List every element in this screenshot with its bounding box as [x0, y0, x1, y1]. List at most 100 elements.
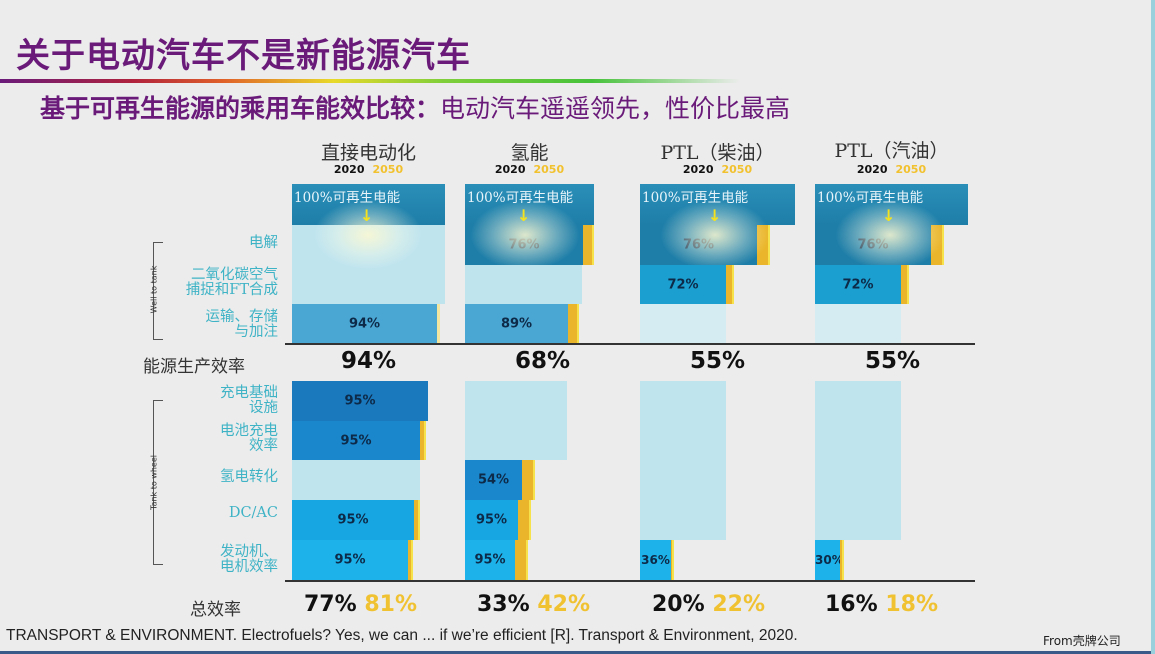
bar-c1-charging-infra: 95%	[292, 381, 428, 421]
bar-value: 72%	[667, 277, 699, 292]
row-label-engine-motor: 发动机、 电机效率	[160, 545, 278, 575]
tank-to-wheel-label: Tank to wheel	[149, 455, 159, 510]
well-to-tank-bracket	[153, 242, 163, 340]
bar-value: 94%	[348, 316, 381, 331]
bar-value: 76%	[857, 237, 889, 253]
row-label-line: 捕捉和FT合成	[185, 282, 278, 298]
row-label-charging-infrastructure: 充电基础 设施	[160, 386, 278, 416]
well-to-tank-label: Well to tank	[149, 265, 159, 314]
bar-2050-increment	[568, 304, 579, 343]
legend-2020: 2020	[494, 163, 526, 176]
bar-c2-synthesis-na	[465, 265, 582, 304]
row-label-line: 电池充电	[220, 423, 278, 439]
bar-c2-transport: 89%	[465, 304, 568, 343]
column-header-hydrogen: 氢能	[510, 142, 549, 164]
bar-c1-fuel-cell-na	[292, 460, 420, 500]
row-label-line: 电机效率	[220, 559, 278, 575]
window-bottom-edge	[0, 651, 1155, 654]
bar-c3-electrolysis: 76%	[640, 225, 757, 265]
bar-c2-engine: 95%	[465, 540, 515, 580]
row-label-dc-ac: DC/AC	[228, 505, 278, 521]
row-label-electrolysis: 电解	[249, 235, 278, 251]
bar-value: 36%	[641, 553, 670, 567]
bar-c3-ttw-na	[640, 381, 726, 540]
bar-2050-increment	[757, 225, 770, 265]
bar-c1-transport: 94%	[292, 304, 437, 343]
bar-c1-engine: 95%	[292, 540, 408, 580]
down-arrow-icon: ↓	[882, 206, 896, 225]
total-2050: 81%	[364, 592, 418, 617]
bar-c4-engine: 30%	[815, 540, 844, 580]
bar-c4-synthesis: 72%	[815, 265, 901, 304]
row-label-line: 与加注	[234, 324, 279, 340]
bar-c1-battery-charge: 95%	[292, 421, 420, 460]
bar-2050-increment	[408, 540, 413, 580]
down-arrow-icon: ↓	[360, 206, 374, 225]
bar-c3-synthesis: 72%	[640, 265, 726, 304]
bar-2050-increment	[583, 225, 594, 265]
section-divider	[285, 343, 975, 345]
total-2050: 18%	[885, 592, 939, 617]
bar-value: 76%	[508, 237, 540, 253]
bar-2050-increment	[518, 500, 531, 540]
legend-2050: 2050	[895, 163, 927, 176]
year-legend: 2020 2050	[815, 163, 968, 176]
legend-2050: 2050	[372, 163, 404, 176]
bar-value: 54%	[477, 472, 510, 488]
total-2020: 77%	[304, 592, 357, 617]
production-efficiency-c1: 94%	[340, 348, 397, 374]
production-efficiency-c4: 55%	[864, 348, 921, 374]
bar-c4-ttw-na	[815, 381, 901, 540]
total-2050: 42%	[537, 592, 591, 617]
bar-value: 95%	[475, 512, 508, 528]
citation: TRANSPORT & ENVIRONMENT. Electrofuels? Y…	[6, 627, 798, 644]
bar-2050-increment	[671, 540, 674, 580]
column-header-direct-electric: 直接电动化	[320, 142, 416, 164]
bar-c1-wtt-unused	[292, 225, 445, 304]
bar-c4-transport-na	[815, 304, 901, 343]
subtitle-normal: 电动汽车遥遥领先，性价比最高	[440, 94, 791, 123]
bar-c3-engine: 36%	[640, 540, 671, 580]
window-right-edge	[1151, 0, 1155, 654]
total-2020: 16%	[825, 592, 878, 617]
section-divider	[285, 580, 975, 582]
title-divider	[0, 79, 740, 83]
bar-2050-increment	[840, 540, 844, 580]
bar-c2-dcac: 95%	[465, 500, 518, 540]
row-label-co2-capture: 二氧化碳空气 捕捉和FT合成	[160, 268, 278, 298]
column-header-ptl-diesel: PTL（柴油）	[660, 142, 775, 164]
bar-value: 76%	[682, 237, 715, 253]
bar-value: 72%	[842, 277, 874, 292]
row-label-fuel-cell: 氢电转化	[220, 469, 278, 485]
row-label-line: 效率	[249, 438, 278, 454]
total-efficiency-c2: 33% 42%	[477, 592, 590, 617]
total-efficiency-c3: 20% 22%	[652, 592, 765, 617]
bar-c1-dcac: 95%	[292, 500, 414, 540]
total-efficiency-c1: 77% 81%	[304, 592, 417, 617]
bar-2050-increment	[437, 304, 440, 343]
bar-value: 95%	[334, 552, 366, 568]
total-efficiency-c4: 16% 18%	[825, 592, 938, 617]
bar-c3-transport-na	[640, 304, 726, 343]
production-efficiency-c2: 68%	[514, 348, 571, 374]
row-label-line: 运输、存储	[205, 309, 279, 325]
bar-2050-increment	[515, 540, 528, 580]
bar-value: 95%	[474, 552, 506, 568]
year-legend: 2020 2050	[640, 163, 795, 176]
slide-subtitle: 基于可再生能源的乘用车能效比较：电动汽车遥遥领先，性价比最高	[40, 89, 790, 125]
production-efficiency-c3: 55%	[689, 348, 746, 374]
legend-2020: 2020	[856, 163, 888, 176]
row-label-line: 二氧化碳空气	[191, 267, 278, 283]
bar-value: 95%	[340, 433, 372, 448]
bar-value: 89%	[500, 316, 533, 331]
bar-c2-electrolysis: 76%	[465, 225, 583, 265]
year-legend: 2020 2050	[292, 163, 445, 176]
bar-2050-increment	[726, 265, 734, 304]
bar-2050-increment	[901, 265, 909, 304]
bar-2050-increment	[931, 225, 944, 265]
bar-2050-increment	[522, 460, 535, 500]
source-credit: From壳牌公司	[1043, 634, 1121, 648]
year-legend: 2020 2050	[465, 163, 594, 176]
column-header-ptl-gasoline: PTL（汽油）	[834, 140, 949, 162]
legend-2050: 2050	[721, 163, 753, 176]
